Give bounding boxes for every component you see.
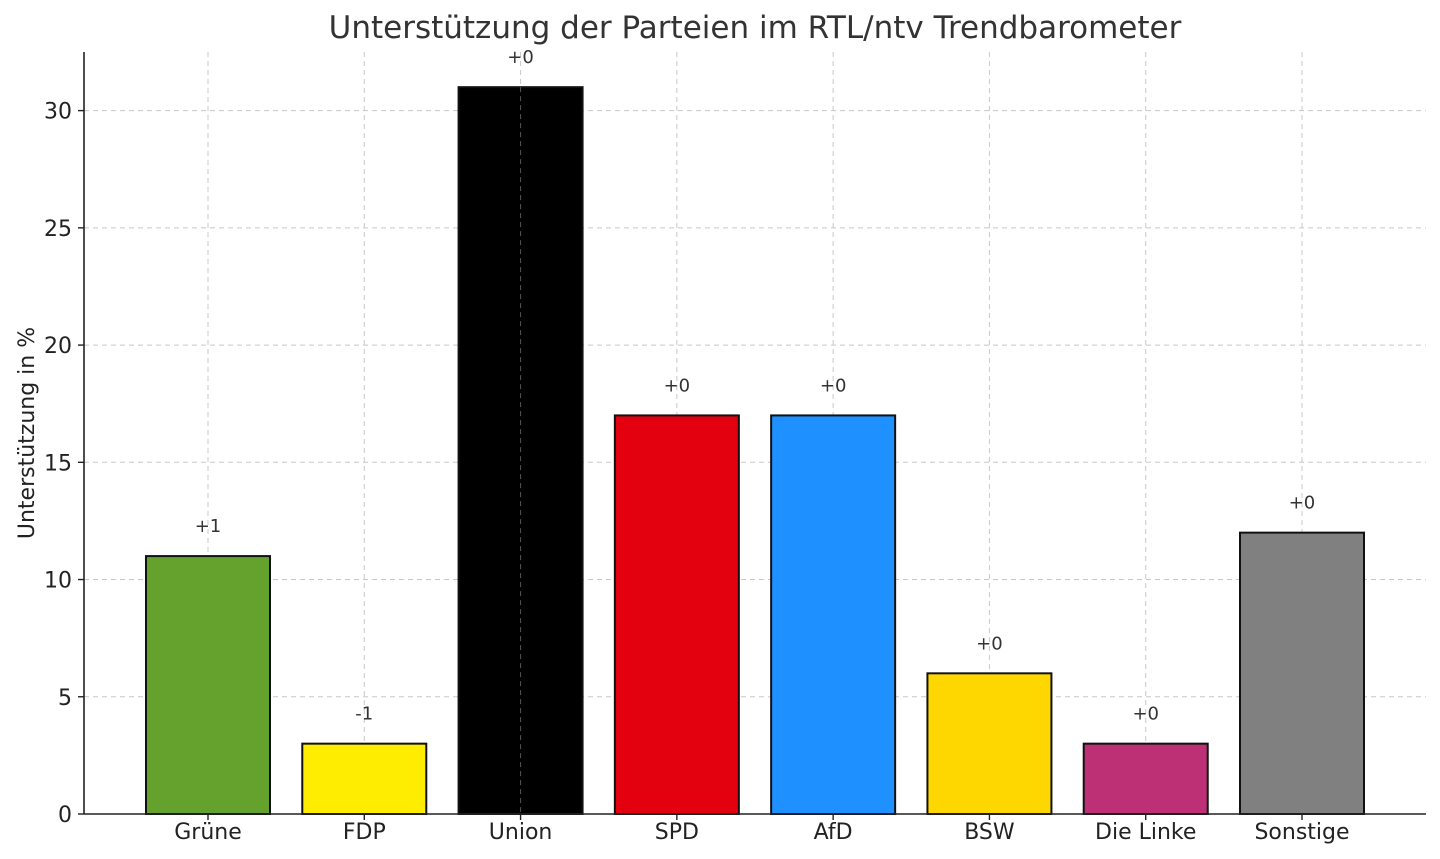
y-tick-label: 5	[58, 686, 72, 711]
y-tick-label: 10	[44, 569, 72, 594]
bar-afd	[770, 414, 897, 815]
bar-sonstige	[1239, 531, 1365, 816]
bar-change-label: +0	[1132, 704, 1159, 725]
y-axis-label: Unterstützung in %	[15, 327, 40, 539]
y-tick-label: 20	[44, 334, 72, 359]
y-tick-label: 0	[58, 803, 72, 828]
x-tick-label: SPD	[655, 820, 699, 845]
bar-fdp	[301, 742, 428, 816]
x-tick-label: Sonstige	[1254, 820, 1349, 845]
x-tick-label: Die Linke	[1095, 820, 1196, 845]
x-tick-label: AfD	[814, 820, 853, 845]
bar-change-label: +0	[820, 375, 847, 396]
chart-title: Unterstützung der Parteien im RTL/ntv Tr…	[329, 10, 1182, 46]
y-tick-label: 30	[44, 100, 72, 125]
bar-change-label: +0	[1289, 493, 1316, 514]
bar-labels: +1 -1 +0 +0 +0 +0 +0 +0	[195, 47, 1316, 724]
x-tick-label: FDP	[343, 820, 386, 845]
bar-change-label: +1	[195, 516, 222, 537]
x-tick-label: BSW	[964, 820, 1015, 845]
bar-grüne	[145, 555, 271, 815]
ticks: 0 5 10 15 20 25 30 Grüne FDP Union SPD AfD BSW Die Li…	[44, 100, 1350, 845]
bar-die-linke	[1082, 742, 1209, 816]
y-tick-label: 15	[44, 451, 72, 476]
bar-change-label: +0	[507, 47, 534, 68]
bar-bsw	[926, 672, 1053, 815]
bar-change-label: +0	[664, 375, 691, 396]
bar-spd	[613, 414, 740, 815]
grid	[84, 52, 1426, 814]
y-tick-label: 25	[44, 217, 72, 242]
axes	[83, 52, 1426, 815]
x-tick-label: Grüne	[174, 820, 242, 845]
bars	[145, 86, 1365, 816]
x-tick-label: Union	[489, 820, 553, 845]
bar-change-label: -1	[355, 704, 373, 725]
bar-change-label: +0	[976, 633, 1003, 654]
